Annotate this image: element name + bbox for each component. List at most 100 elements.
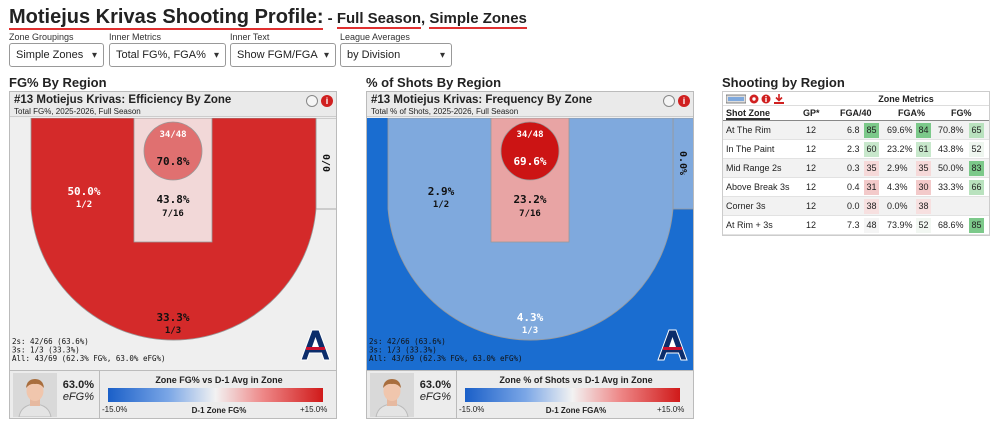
zone-rim[interactable] xyxy=(143,121,203,181)
inner-metrics-select[interactable]: Total FG%, FGA% ▾ xyxy=(109,43,226,67)
footer-divider xyxy=(99,371,100,418)
table-body: At The Rim 12 6.8 85 69.6% 84 70.8% 65 I… xyxy=(723,121,989,235)
corner-pct: 0/0 xyxy=(320,154,331,172)
legend-gradient xyxy=(465,388,680,402)
zone-metrics-header: Zone Metrics xyxy=(878,94,934,104)
paint-frac: 7/16 xyxy=(162,209,184,219)
settings-icon[interactable] xyxy=(749,94,759,104)
control-inner-text: Inner Text Show FGM/FGA ▾ xyxy=(230,31,336,67)
toggle-circle-icon[interactable] xyxy=(306,95,318,107)
cell-fgap: 69.6% xyxy=(887,125,913,135)
panel-title: #13 Motiejus Krivas: Efficiency By Zone xyxy=(14,94,232,106)
paint-pct: 43.8% xyxy=(156,193,189,206)
panel-header: #13 Motiejus Krivas: Frequency By Zone T… xyxy=(367,92,693,117)
cell-fgap: 0.0% xyxy=(887,201,908,211)
mid-frac: 1/2 xyxy=(76,200,92,210)
cell-fga40-rank: 85 xyxy=(864,123,879,138)
legend-min: -15.0% xyxy=(459,405,485,414)
three-pct: 33.3% xyxy=(156,311,189,324)
chevron-down-icon: ▾ xyxy=(323,49,329,61)
legend-gradient xyxy=(108,388,323,402)
control-label: Inner Text xyxy=(230,32,270,42)
cell-fgap: 2.9% xyxy=(887,163,908,173)
section-title-fg: FG% By Region xyxy=(9,75,107,90)
col-fga40[interactable]: FGA/40 xyxy=(840,108,872,118)
player-photo xyxy=(13,373,57,417)
panel-title: #13 Motiejus Krivas: Frequency By Zone xyxy=(371,94,593,106)
cell-fg-rank xyxy=(969,199,984,214)
rim-pct: 69.6% xyxy=(513,155,546,168)
efg-value: 63.0% xyxy=(419,379,451,391)
efg-summary: 63.0% eFG% xyxy=(415,379,451,403)
paint-frac: 7/16 xyxy=(519,209,541,219)
cell-fga40: 2.3 xyxy=(847,144,860,154)
download-icon[interactable] xyxy=(773,94,785,104)
mid-pct: 50.0% xyxy=(67,185,100,198)
control-zone-groupings: Zone Groupings Simple Zones ▾ xyxy=(9,31,104,67)
cell-gp: 12 xyxy=(806,163,817,173)
control-inner-metrics: Inner Metrics Total FG%, FGA% ▾ xyxy=(109,31,226,67)
league-averages-select[interactable]: by Division ▾ xyxy=(340,43,452,67)
page-title-main: Motiejus Krivas Shooting Profile: xyxy=(9,6,324,30)
legend-min: -15.0% xyxy=(102,405,128,414)
zone-groupings-select[interactable]: Simple Zones ▾ xyxy=(9,43,104,67)
cell-fgap-rank: 52 xyxy=(916,218,931,233)
stat-line: All: 43/69 (62.3% FG%, 63.0% eFG%) xyxy=(369,354,523,363)
table-header-row: Shot Zone GP* FGA/40 FGA% FG% xyxy=(723,106,989,121)
three-frac: 1/3 xyxy=(165,326,181,336)
cell-fgap: 4.3% xyxy=(887,182,908,192)
toggle-circle-icon[interactable] xyxy=(663,95,675,107)
panel-header: #13 Motiejus Krivas: Efficiency By Zone … xyxy=(10,92,336,117)
cell-fg: 43.8% xyxy=(938,144,964,154)
control-label: League Averages xyxy=(340,32,410,42)
cell-fgap: 23.2% xyxy=(887,144,913,154)
sub-prefix: - xyxy=(323,10,337,27)
cell-fgap-rank: 30 xyxy=(916,180,931,195)
cell-zone: At Rim + 3s xyxy=(726,220,773,230)
team-logo xyxy=(657,329,688,361)
table-row: At Rim + 3s 12 7.3 48 73.9% 52 68.6% 85 xyxy=(723,216,989,235)
section-title-shots: % of Shots By Region xyxy=(366,75,502,90)
stat-line: 3s: 1/3 (33.3%) xyxy=(369,346,437,355)
corner-pct: 0.0% xyxy=(677,151,688,175)
zone-rim[interactable] xyxy=(500,121,560,181)
zones-link[interactable]: Simple Zones xyxy=(429,10,527,29)
inner-text-select[interactable]: Show FGM/FGA ▾ xyxy=(230,43,336,67)
col-shot-zone[interactable]: Shot Zone xyxy=(726,108,770,120)
info-icon[interactable] xyxy=(761,94,771,104)
col-gp[interactable]: GP* xyxy=(803,108,820,118)
table-row: Mid Range 2s 12 0.3 35 2.9% 35 50.0% 83 xyxy=(723,159,989,178)
info-icon[interactable]: i xyxy=(321,95,333,107)
player-photo xyxy=(370,373,414,417)
col-fg[interactable]: FG% xyxy=(951,108,972,118)
legend-max: +15.0% xyxy=(657,405,685,414)
cell-fgap-rank: 35 xyxy=(916,161,931,176)
palette-icon[interactable] xyxy=(726,94,746,104)
control-label: Inner Metrics xyxy=(109,32,162,42)
cell-fga40-rank: 48 xyxy=(864,218,879,233)
cell-gp: 12 xyxy=(806,144,817,154)
legend-max: +15.0% xyxy=(300,405,328,414)
cell-fga40: 6.8 xyxy=(847,125,860,135)
stat-line: 3s: 1/3 (33.3%) xyxy=(12,346,80,355)
rim-frac: 34/48 xyxy=(516,130,543,140)
select-value: by Division xyxy=(347,49,401,61)
period-link[interactable]: Full Season xyxy=(336,10,422,29)
legend-title: Zone % of Shots vs D-1 Avg in Zone xyxy=(499,375,653,385)
cell-zone: Above Break 3s xyxy=(726,182,790,192)
cell-fgap-rank: 38 xyxy=(916,199,931,214)
cell-fg: 70.8% xyxy=(938,125,964,135)
legend-mid-label: D-1 Zone FGA% xyxy=(545,406,607,415)
cell-zone: Mid Range 2s xyxy=(726,163,782,173)
select-value: Simple Zones xyxy=(16,49,84,61)
table-row: Corner 3s 12 0.0 38 0.0% 38 xyxy=(723,197,989,216)
cell-gp: 12 xyxy=(806,182,817,192)
efg-summary: 63.0% eFG% xyxy=(58,379,94,403)
chevron-down-icon: ▾ xyxy=(213,49,219,61)
col-fgap[interactable]: FGA% xyxy=(898,108,925,118)
cell-fg-rank: 85 xyxy=(969,218,984,233)
select-value: Total FG%, FGA% xyxy=(116,49,206,61)
cell-fg: 50.0% xyxy=(938,163,964,173)
efg-value: 63.0% xyxy=(62,379,94,391)
info-icon[interactable]: i xyxy=(678,95,690,107)
